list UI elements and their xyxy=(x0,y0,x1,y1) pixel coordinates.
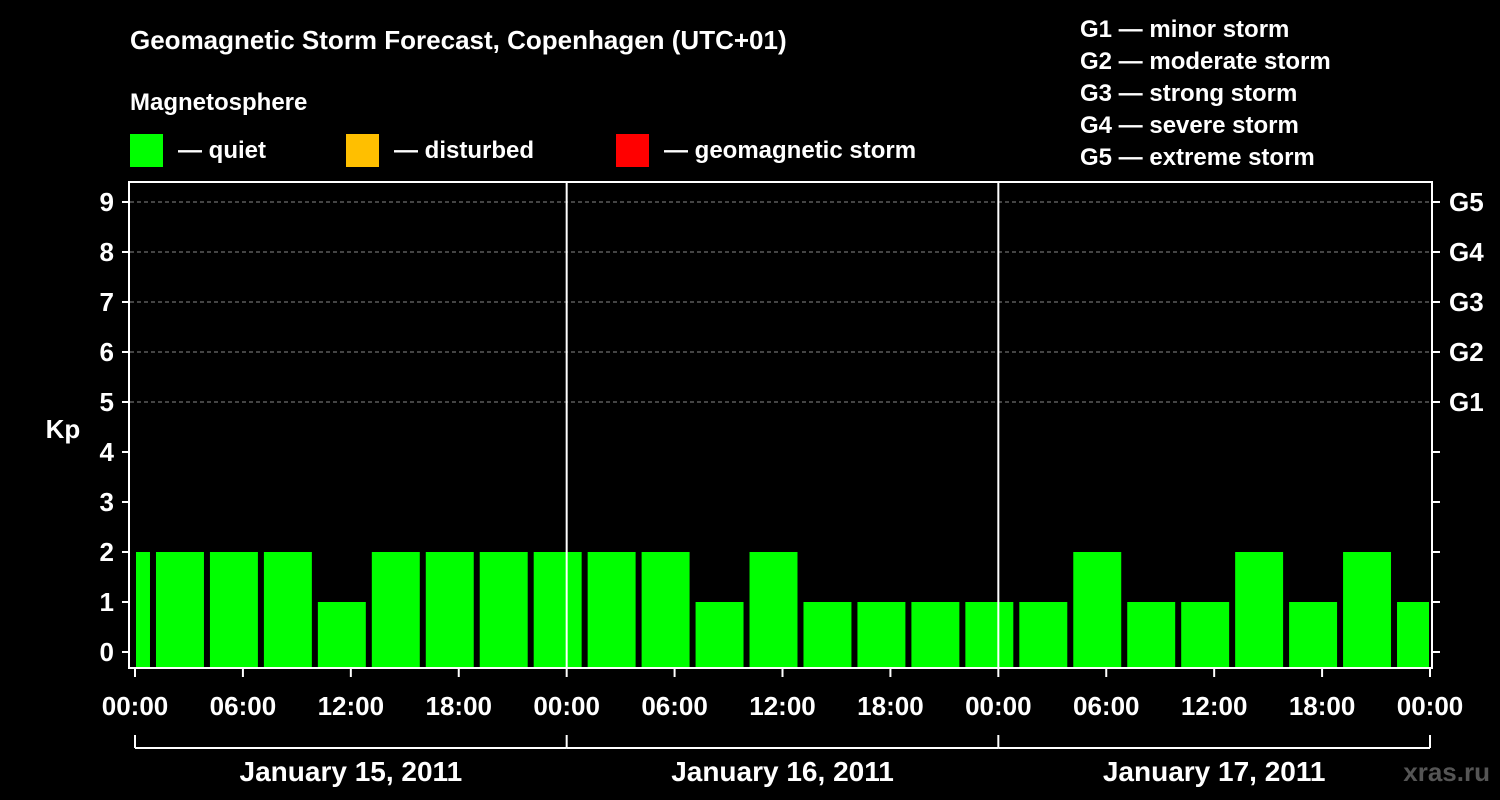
legend-swatch xyxy=(616,134,649,167)
x-axis: 00:00 06:00 12:00 18:00 00:00 06:00 12:00 18:00… xyxy=(102,669,1464,721)
chart-title: Geomagnetic Storm Forecast, Copenhagen (… xyxy=(130,25,787,55)
legend-label: — quiet xyxy=(178,137,266,164)
x-tick-label: 00:00 xyxy=(965,691,1032,721)
storm-tick-label: G3 xyxy=(1449,287,1484,317)
x-tick-label: 06:00 xyxy=(1073,691,1140,721)
kp-bar xyxy=(136,552,150,667)
x-tick-label: 18:00 xyxy=(857,691,924,721)
kp-bar xyxy=(803,602,852,667)
y-tick-label: 1 xyxy=(100,587,114,617)
storm-scale-list: G1 — minor storm G2 — moderate storm G3 — … xyxy=(1080,16,1331,171)
legend-swatch xyxy=(130,134,163,167)
kp-bar xyxy=(263,552,312,667)
kp-bar xyxy=(965,602,1014,667)
y-axis-label: Kp xyxy=(46,414,81,444)
day-label: January 17, 2011 xyxy=(1103,756,1326,787)
kp-bar xyxy=(1181,602,1230,667)
kp-bar xyxy=(209,552,258,667)
watermark: xras.ru xyxy=(1403,757,1490,787)
day-dividers xyxy=(565,182,1000,667)
kp-bar xyxy=(1289,602,1338,667)
kp-bar xyxy=(155,552,204,667)
kp-bar xyxy=(1397,602,1429,667)
y-tick-label: 6 xyxy=(100,337,114,367)
kp-bar xyxy=(587,552,636,667)
kp-bar xyxy=(1127,602,1176,667)
bars xyxy=(136,552,1429,667)
y-tick-label: 7 xyxy=(100,287,114,317)
y-tick-label: 4 xyxy=(100,437,115,467)
day-label: January 16, 2011 xyxy=(671,756,894,787)
x-tick-label: 12:00 xyxy=(1181,691,1248,721)
kp-bar xyxy=(425,552,474,667)
y-tick-label: 5 xyxy=(100,387,114,417)
kp-bar xyxy=(533,552,582,667)
x-tick-label: 18:00 xyxy=(426,691,493,721)
kp-bar xyxy=(1073,552,1122,667)
kp-bar xyxy=(1019,602,1068,667)
legend: — quiet — disturbed — geomagnetic storm xyxy=(130,134,916,167)
kp-bar xyxy=(749,552,798,667)
storm-scale-item: G3 — strong storm xyxy=(1080,80,1297,107)
x-tick-label: 12:00 xyxy=(318,691,385,721)
kp-bar xyxy=(695,602,744,667)
storm-tick-label: G4 xyxy=(1449,237,1484,267)
grid xyxy=(130,201,1431,403)
storm-scale-item: G2 — moderate storm xyxy=(1080,48,1331,75)
storm-scale-item: G5 — extreme storm xyxy=(1080,144,1315,171)
x-tick-label: 00:00 xyxy=(1397,691,1464,721)
x-tick-label: 00:00 xyxy=(533,691,600,721)
legend-label: — disturbed xyxy=(394,137,534,164)
y-tick-label: 9 xyxy=(100,187,114,217)
y-tick-label: 2 xyxy=(100,537,114,567)
x-tick-label: 18:00 xyxy=(1289,691,1356,721)
storm-scale-item: G4 — severe storm xyxy=(1080,112,1299,139)
kp-bar xyxy=(371,552,420,667)
x-tick-label: 00:00 xyxy=(102,691,169,721)
kp-bar xyxy=(641,552,690,667)
day-label: January 15, 2011 xyxy=(240,756,463,787)
x-tick-label: 06:00 xyxy=(641,691,708,721)
day-labels: January 15, 2011 January 16, 2011 January … xyxy=(134,735,1431,787)
storm-axis: G1 G2 G3 G4 G5 xyxy=(1432,187,1484,653)
kp-bar xyxy=(1235,552,1284,667)
storm-tick-label: G5 xyxy=(1449,187,1484,217)
y-tick-label: 0 xyxy=(100,637,114,667)
y-axis: 0 1 2 3 4 5 6 7 8 9 xyxy=(100,187,129,667)
kp-bar xyxy=(911,602,960,667)
kp-bar xyxy=(317,602,366,667)
x-tick-label: 12:00 xyxy=(749,691,816,721)
x-tick-label: 06:00 xyxy=(210,691,277,721)
legend-label: — geomagnetic storm xyxy=(664,137,916,164)
legend-title: Magnetosphere xyxy=(130,89,307,116)
storm-tick-label: G1 xyxy=(1449,387,1484,417)
kp-bar xyxy=(479,552,528,667)
kp-bar xyxy=(857,602,906,667)
storm-tick-label: G2 xyxy=(1449,337,1484,367)
y-tick-label: 8 xyxy=(100,237,114,267)
storm-scale-item: G1 — minor storm xyxy=(1080,16,1289,43)
kp-bar xyxy=(1343,552,1392,667)
y-tick-label: 3 xyxy=(100,487,114,517)
plot-frame xyxy=(128,181,1433,669)
legend-swatch xyxy=(346,134,379,167)
